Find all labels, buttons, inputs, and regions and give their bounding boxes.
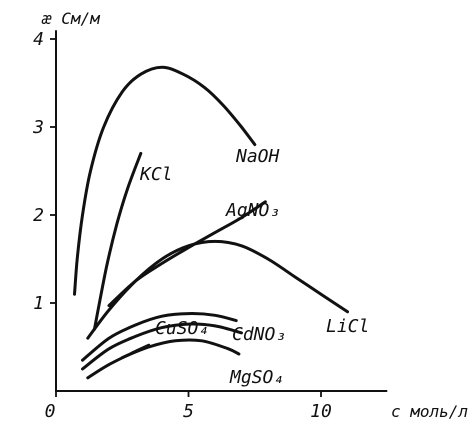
series-label-3: AgNO₃	[225, 200, 280, 221]
axes: 1 2 3 4 0 5 10	[32, 29, 388, 422]
series-label-6: CdNO₃	[232, 324, 286, 345]
curves	[73, 65, 349, 380]
series-line-5	[81, 312, 238, 362]
series-line-2	[73, 65, 257, 296]
series-label-1: KCl	[139, 164, 173, 185]
x-axis-title: c моль/л	[391, 402, 468, 421]
series-line-1	[92, 151, 143, 331]
series-label-7: MgSO₄	[229, 367, 284, 388]
series-line-8	[86, 343, 151, 380]
x-tick-label: 5	[183, 401, 194, 422]
series-line-4	[86, 239, 349, 340]
x-tick-label: 0	[45, 401, 56, 422]
series-label-2: NaOH	[235, 146, 280, 167]
x-tick-label: 10	[310, 401, 332, 422]
y-tick-label: 4	[33, 29, 44, 50]
y-axis-title: æ См/м	[41, 9, 101, 28]
y-tick-label: 2	[33, 205, 44, 226]
labels: æ См/м c моль/л KCl NaOH AgNO₃ LiCl CuSO₄ CdNO₃…	[41, 9, 468, 421]
y-tick-label: 3	[32, 117, 44, 138]
y-tick-label: 1	[33, 293, 44, 314]
series-line-6	[81, 322, 243, 371]
series-label-4: LiCl	[326, 316, 369, 337]
series-label-5: CuSO₄	[155, 318, 209, 339]
